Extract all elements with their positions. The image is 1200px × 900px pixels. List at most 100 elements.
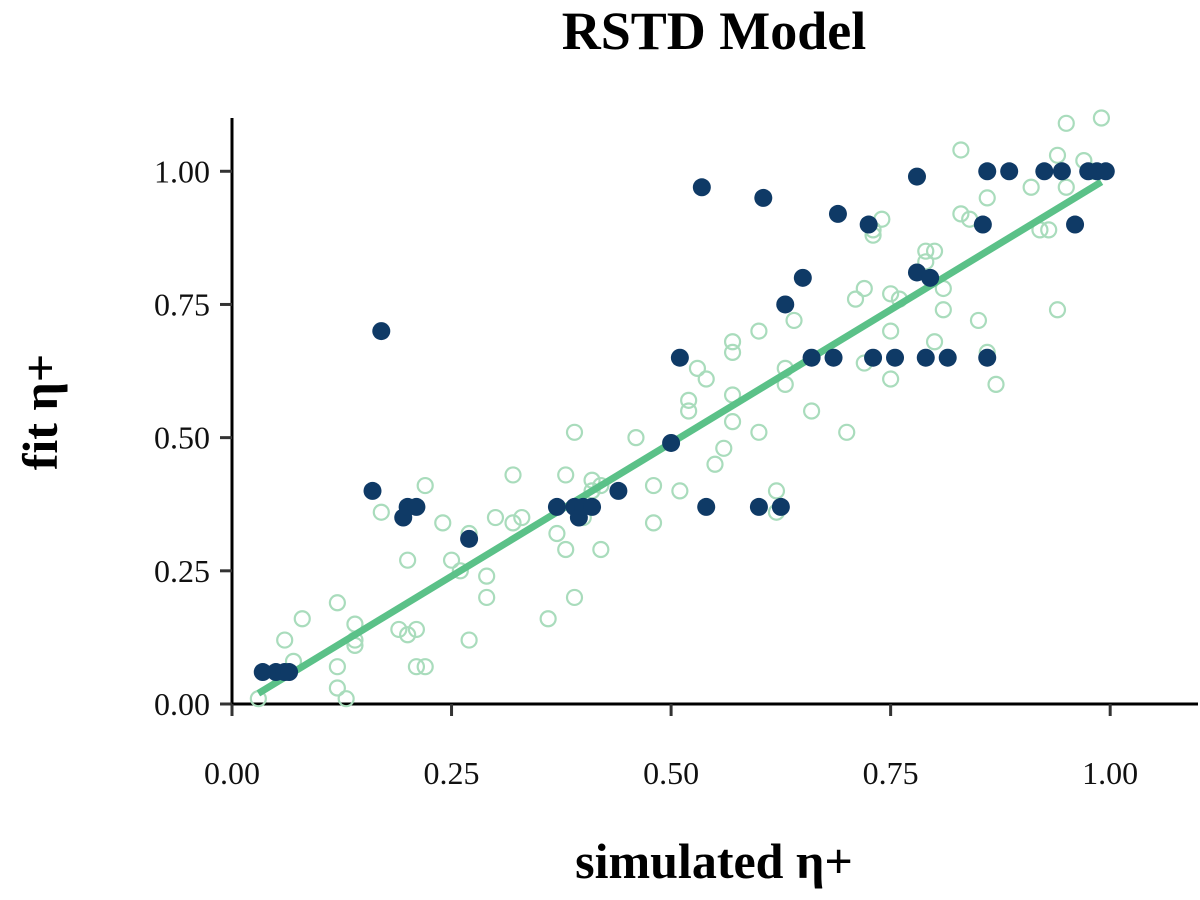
data-point-open [969, 311, 988, 330]
data-point-filled [824, 348, 843, 367]
data-point-filled [583, 497, 602, 516]
data-point-open [434, 514, 452, 532]
data-point-filled [1066, 215, 1085, 234]
data-point-filled [749, 497, 768, 516]
data-point-open [486, 508, 505, 527]
data-point-open [838, 423, 856, 441]
data-point-filled [916, 348, 935, 367]
data-point-open [882, 370, 900, 388]
data-point-filled [859, 215, 878, 234]
data-point-open [671, 482, 689, 500]
data-point-filled [407, 497, 426, 516]
data-point-open [372, 503, 390, 521]
data-point-open [504, 466, 522, 484]
data-point-open [680, 391, 698, 409]
data-point-open [557, 466, 575, 484]
x-tick-label: 0.75 [863, 755, 919, 791]
data-point-open [934, 301, 952, 319]
data-point-open [557, 540, 575, 559]
data-point-filled [886, 348, 905, 367]
data-point-open [478, 567, 496, 585]
data-point-open [276, 631, 294, 649]
data-point-open [1022, 178, 1040, 196]
data-point-filled [697, 497, 716, 516]
data-point-open [925, 242, 944, 260]
data-point-open [1057, 178, 1075, 196]
y-tick-label: 0.75 [154, 286, 210, 322]
data-point-open [293, 610, 311, 628]
y-tick-label: 0.50 [154, 420, 210, 456]
data-point-filled [776, 295, 795, 314]
data-point-open [328, 658, 346, 676]
data-point-filled [460, 529, 479, 548]
data-point-filled [978, 162, 997, 181]
data-point-open [627, 429, 645, 447]
data-point-open [952, 205, 970, 223]
data-point-open [337, 690, 355, 708]
data-point-open [407, 620, 426, 639]
data-point-open [565, 588, 584, 607]
data-point-open [925, 333, 944, 351]
data-point-open [917, 253, 935, 271]
data-point-filled [372, 322, 391, 341]
data-point-filled [771, 497, 790, 516]
data-point-open [697, 370, 715, 388]
x-axis-label: simulated η+ [575, 833, 853, 889]
data-point-filled [670, 348, 689, 367]
data-point-filled [609, 481, 628, 500]
data-point-open [1040, 221, 1058, 239]
x-tick-label: 0.50 [643, 755, 699, 791]
data-point-open [987, 375, 1005, 393]
data-point-open [882, 322, 900, 340]
data-point-open [882, 285, 900, 303]
data-point-open [767, 482, 786, 500]
data-point-open [706, 455, 724, 473]
data-point-open [723, 413, 742, 431]
data-point-open [390, 620, 408, 639]
data-point-open [592, 476, 610, 495]
data-point-filled [547, 497, 566, 516]
data-point-filled [754, 188, 773, 207]
data-point-open [460, 631, 478, 649]
data-point-filled [363, 481, 382, 500]
data-point-open [478, 588, 496, 607]
data-point-open [1092, 109, 1111, 127]
data-point-open [592, 540, 610, 559]
data-point-filled [921, 268, 940, 287]
data-point-filled [793, 268, 812, 287]
data-point-filled [907, 167, 926, 186]
data-point-filled [973, 215, 992, 234]
data-point-open [723, 343, 742, 361]
data-point-open [1057, 114, 1075, 132]
data-point-open [328, 594, 346, 612]
data-point-open [802, 402, 821, 420]
x-tick-label: 0.25 [424, 755, 480, 791]
data-point-filled [864, 348, 883, 367]
data-point-filled [828, 204, 847, 223]
data-point-filled [1035, 162, 1054, 181]
data-point-open [750, 423, 768, 441]
data-point-filled [692, 178, 711, 197]
chart-title: RSTD Model [561, 1, 867, 61]
data-point-open [399, 551, 417, 569]
fit-line [256, 178, 1104, 697]
x-tick-label: 1.00 [1082, 755, 1138, 791]
data-point-filled [280, 663, 299, 682]
data-point-filled [802, 348, 821, 367]
data-point-open [1048, 146, 1067, 164]
data-point-open [399, 626, 417, 644]
data-point-filled [662, 433, 681, 452]
data-point-open [328, 679, 346, 697]
data-point-open [644, 476, 663, 495]
data-point-open [750, 322, 768, 340]
y-tick-label: 1.00 [154, 153, 210, 189]
data-point-open [846, 290, 865, 308]
y-axis-label: fit η+ [12, 353, 68, 471]
data-point-open [680, 402, 698, 420]
data-point-open [442, 551, 461, 569]
data-point-open [1048, 301, 1067, 319]
data-point-open [688, 359, 707, 377]
data-point-open [539, 610, 557, 628]
data-point-open [513, 508, 531, 527]
